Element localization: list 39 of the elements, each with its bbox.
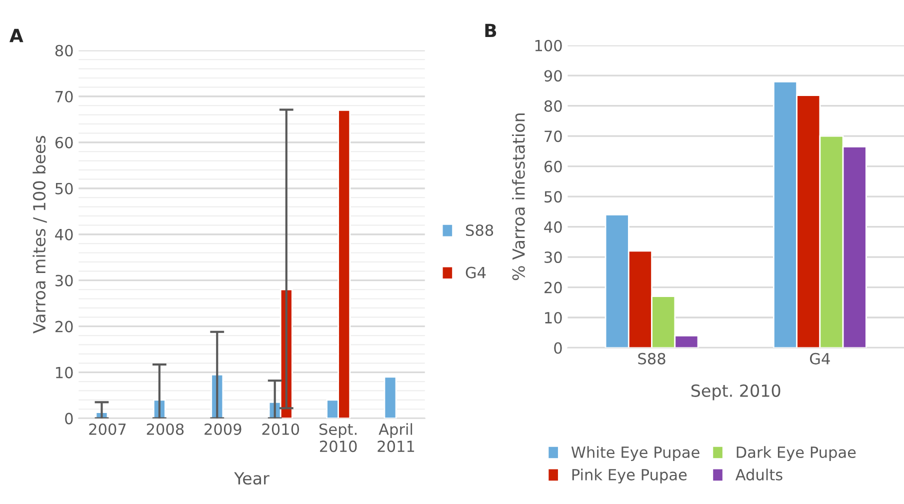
y-tick-label: 40 [544, 221, 562, 233]
x-tick-label: 2008 [146, 423, 184, 436]
y-tick-label: 30 [544, 252, 562, 264]
legend-label: Pink Eye Pupae [572, 468, 687, 484]
legend-label: Adults [735, 468, 782, 480]
legend-label: G4 [466, 266, 486, 278]
y-axis-title: Varroa mites / 100 bees [32, 136, 47, 334]
legend-label: Dark Eye Pupae [736, 446, 856, 461]
y-tick-label: 10 [56, 366, 73, 378]
y-tick-label: 60 [55, 136, 73, 148]
legend-label: S88 [466, 224, 494, 236]
y-tick-label: 70 [544, 130, 562, 142]
y-tick-label: 100 [535, 40, 562, 52]
y-tick-label: 0 [554, 342, 562, 354]
y-tick-label: 20 [544, 282, 562, 294]
y-tick-label: 50 [56, 182, 73, 194]
y-tick-label: 80 [55, 44, 73, 56]
x-tick-label: 2009 [204, 423, 242, 436]
y-tick-label: 20 [55, 320, 73, 332]
y-axis-title: % Varroa infestation [512, 114, 525, 280]
y-tick-label: 40 [55, 228, 73, 240]
x-tick-label: 2010 [262, 423, 300, 436]
x-axis-title: Year [234, 472, 270, 485]
y-tick-label: 80 [544, 100, 562, 112]
chart-title: B [485, 24, 496, 38]
bar [384, 376, 397, 418]
y-tick-label: 70 [56, 90, 73, 102]
y-tick-label: 50 [544, 191, 562, 203]
y-tick-label: 10 [545, 312, 562, 324]
y-tick-label: 90 [544, 70, 562, 82]
legend-label: White Eye Pupae [571, 446, 700, 461]
y-tick-label: 0 [65, 412, 73, 424]
x-tick-label: Sept. 2010 [320, 423, 357, 452]
chart-title: A [9, 28, 24, 42]
x-tick-label: April 2011 [378, 423, 414, 452]
y-tick-label: 30 [56, 274, 73, 286]
y-tick-label: 60 [544, 160, 562, 172]
x-axis-title: Sept. 2010 [691, 384, 780, 400]
x-tick-label: 2007 [89, 423, 126, 436]
